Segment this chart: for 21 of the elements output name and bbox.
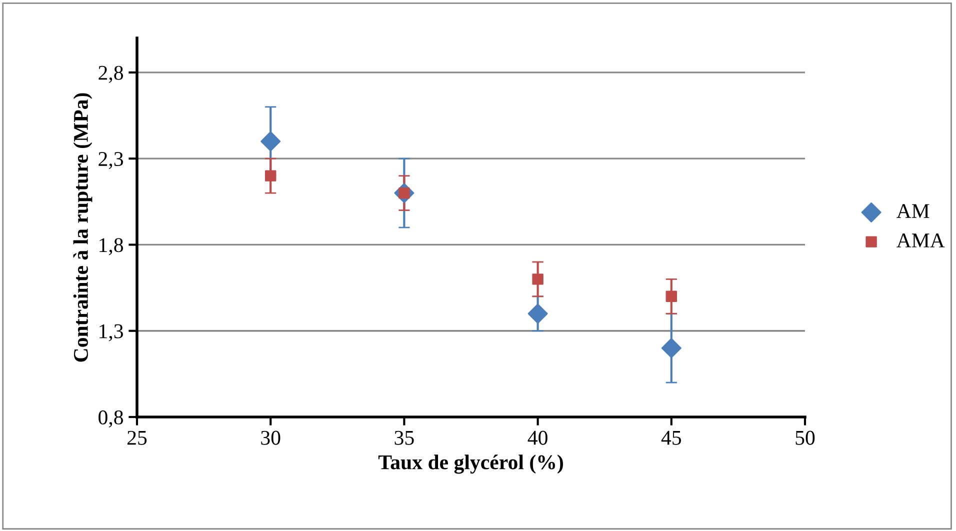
x-tick-label: 45: [661, 430, 682, 445]
x-tick-label: 40: [528, 430, 548, 445]
legend-label: AMA: [896, 234, 945, 248]
point: [260, 131, 281, 152]
x-tick-label: 25: [128, 430, 147, 445]
point: [532, 274, 544, 285]
x-tick-label: 30: [261, 430, 280, 445]
legend-label: AM: [896, 204, 930, 218]
y-tick-label: 0,8: [98, 410, 124, 428]
point: [528, 304, 548, 324]
y-tick-label: 2,3: [98, 152, 123, 170]
x-tick-label: 50: [796, 430, 815, 445]
point: [661, 338, 682, 358]
y-tick-label: 2,8: [98, 66, 124, 83]
point: [666, 290, 678, 302]
x-axis-title: Taux de glycérol (%): [378, 454, 563, 474]
y-axis-title: Contrainte à la rupture (MPa): [73, 93, 92, 362]
y-tick-label: 1,3: [100, 324, 123, 342]
y-tick-label: 1,8: [100, 238, 124, 256]
x-tick-label: 35: [394, 430, 414, 445]
point: [264, 170, 276, 182]
